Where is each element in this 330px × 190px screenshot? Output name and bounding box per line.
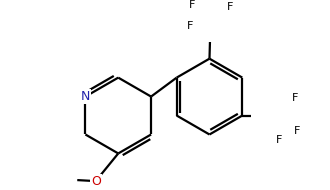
Text: F: F — [276, 135, 282, 145]
Text: F: F — [187, 21, 193, 31]
Text: F: F — [293, 126, 300, 136]
Text: F: F — [189, 0, 195, 10]
Text: N: N — [81, 90, 90, 103]
Text: F: F — [227, 2, 233, 12]
Text: O: O — [91, 175, 101, 188]
Text: F: F — [291, 93, 298, 103]
